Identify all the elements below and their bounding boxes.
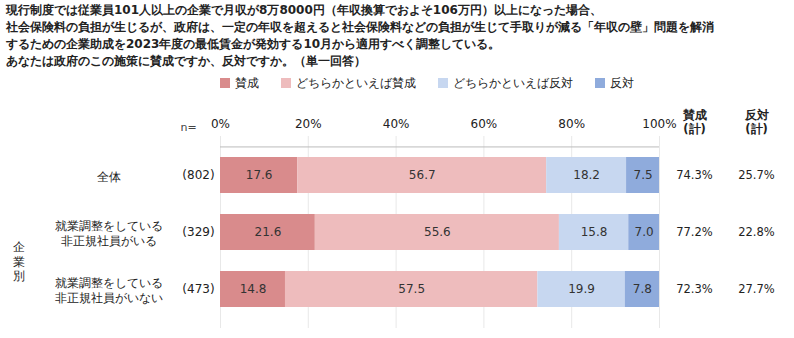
svg-text:n=: n= — [180, 121, 196, 134]
html-text:するための企業助成を2023年度の最低賃金が発効する10月か: するための企業助成を2023年度の最低賃金が発効する10月から適用すべく調整して… — [6, 37, 501, 51]
svg-text:15.8: 15.8 — [581, 225, 608, 239]
svg-text:14.8: 14.8 — [240, 282, 267, 296]
svg-text:反対(計): 反対(計) — [744, 108, 769, 136]
svg-text:57.5: 57.5 — [398, 282, 425, 296]
svg-text:18.2: 18.2 — [573, 168, 600, 182]
svg-text:21.6: 21.6 — [255, 225, 282, 239]
svg-text:0%: 0% — [211, 117, 230, 131]
svg-text:賛成(計): 賛成(計) — [682, 108, 707, 136]
svg-text:全体: 全体 — [97, 169, 121, 183]
svg-text:60%: 60% — [471, 117, 498, 131]
svg-text:22.8%: 22.8% — [738, 225, 775, 239]
svg-text:7.8: 7.8 — [633, 282, 652, 296]
svg-text:19.9: 19.9 — [568, 282, 595, 296]
svg-text:80%: 80% — [558, 117, 585, 131]
svg-text:72.3%: 72.3% — [676, 282, 713, 296]
svg-text:27.7%: 27.7% — [738, 282, 775, 296]
svg-text:100%: 100% — [642, 117, 676, 131]
svg-text:25.7%: 25.7% — [738, 168, 775, 182]
svg-text:就業調整をしている非正規社員がいる: 就業調整をしている非正規社員がいる — [55, 219, 163, 249]
html-text:現行制度では従業員101人以上の企業で月収が8万8000円（: 現行制度では従業員101人以上の企業で月収が8万8000円（年収換算でおよそ10… — [6, 3, 602, 17]
svg-text:40%: 40% — [383, 117, 410, 131]
html-text:どちらかといえば反対: どちらかといえば反対 — [453, 75, 573, 90]
svg-text:企業別: 企業別 — [13, 240, 25, 283]
svg-text:55.6: 55.6 — [424, 225, 451, 239]
html-text:どちらかといえば賛成: どちらかといえば賛成 — [296, 75, 416, 90]
svg-text:20%: 20% — [295, 117, 322, 131]
svg-text:7.0: 7.0 — [635, 225, 654, 239]
svg-text:17.6: 17.6 — [246, 168, 273, 182]
svg-text:7.5: 7.5 — [633, 168, 652, 182]
svg-text:(473): (473) — [182, 282, 214, 296]
svg-text:56.7: 56.7 — [409, 168, 436, 182]
html-text:賛成: 賛成 — [235, 75, 259, 90]
html-text:反対: 反対 — [610, 75, 634, 90]
svg-text:77.2%: 77.2% — [676, 225, 713, 239]
html-text:社会保険料の負担が生じるが、政府は、一定の年収を超えると社会: 社会保険料の負担が生じるが、政府は、一定の年収を超えると社会保険料などの負担が生… — [6, 20, 714, 34]
svg-text:74.3%: 74.3% — [676, 168, 713, 182]
svg-text:就業調整をしている非正規社員がいない: 就業調整をしている非正規社員がいない — [55, 276, 163, 306]
html-text:あなたは政府のこの施策に賛成ですか、反対ですか。（単一回答）: あなたは政府のこの施策に賛成ですか、反対ですか。（単一回答） — [6, 54, 366, 68]
svg-text:(802): (802) — [182, 168, 214, 182]
svg-text:(329): (329) — [182, 225, 214, 239]
